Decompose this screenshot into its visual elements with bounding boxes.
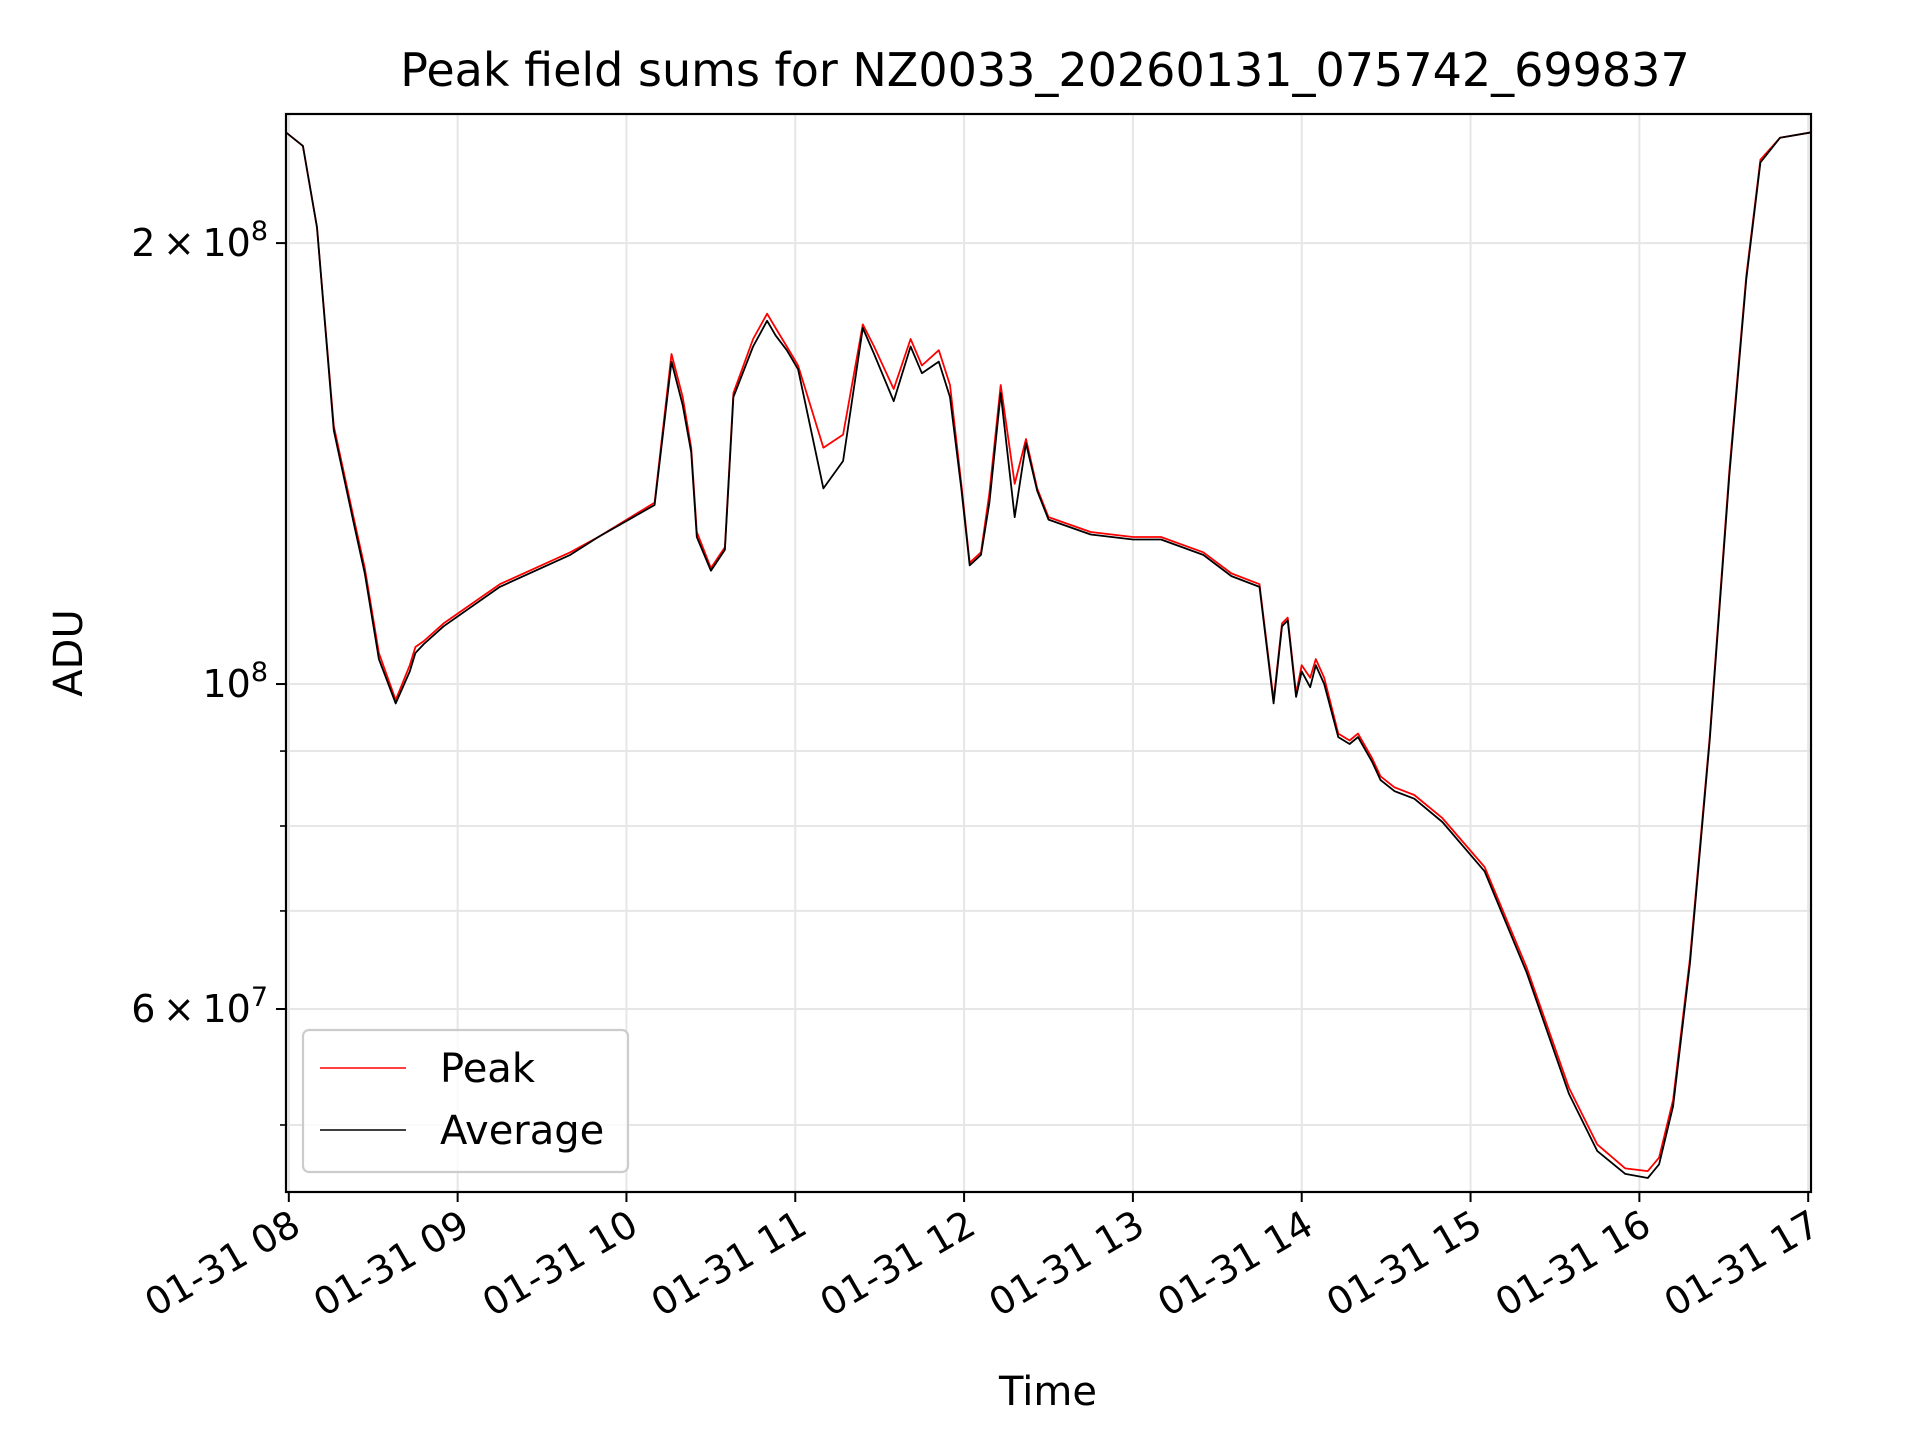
chart-title: Peak field sums for NZ0033_20260131_0757… [400, 43, 1689, 97]
x-axis-label: Time [998, 1369, 1097, 1415]
series-line-average [286, 131, 1811, 1179]
y-tick-label: 2 × 108 [131, 216, 268, 265]
legend-label-average: Average [440, 1108, 604, 1154]
y-axis: 2 × 108 108 6 × 107 [131, 216, 286, 1126]
grid-lines [286, 114, 1811, 1192]
plot-frame [284, 112, 1813, 1194]
series-layer [286, 131, 1811, 1179]
legend: Peak Average [301, 1028, 630, 1174]
legend-label-peak: Peak [440, 1046, 536, 1092]
y-tick-label: 108 [202, 657, 268, 706]
y-axis-label: ADU [46, 609, 92, 696]
legend-box [301, 1028, 630, 1174]
y-tick-label: 6 × 107 [131, 982, 268, 1031]
